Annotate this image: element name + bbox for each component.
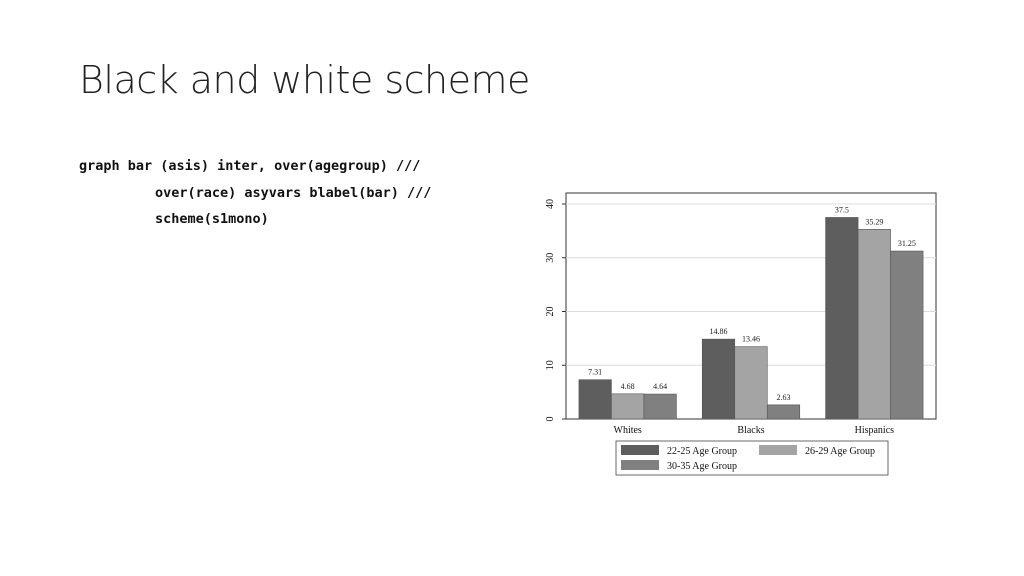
legend-label-3: 30-35 Age Group bbox=[667, 461, 737, 472]
y-tick-label: 0 bbox=[545, 417, 556, 422]
bar-value-label: 4.68 bbox=[621, 382, 635, 391]
code-block: graph bar (asis) inter, over(agegroup) /… bbox=[79, 153, 431, 233]
x-category-label: Blacks bbox=[737, 425, 764, 436]
code-line-2: over(race) asyvars blabel(bar) /// bbox=[155, 184, 432, 201]
y-tick-label: 20 bbox=[545, 307, 556, 317]
bar bbox=[643, 393, 677, 420]
bar-value-label: 14.86 bbox=[710, 327, 728, 336]
legend: 22-25 Age Group 26-29 Age Group 30-35 Ag… bbox=[615, 440, 889, 476]
legend-swatch-1 bbox=[621, 445, 659, 455]
x-axis: Whites Blacks Hispanics bbox=[614, 425, 895, 436]
bar-value-label: 13.46 bbox=[742, 335, 760, 344]
y-tick-label: 40 bbox=[545, 199, 556, 209]
legend-label-1: 22-25 Age Group bbox=[667, 446, 737, 457]
bar bbox=[825, 217, 859, 420]
bar-value-label: 2.63 bbox=[777, 393, 791, 402]
bar-value-label: 7.31 bbox=[588, 368, 602, 377]
bar-value-label: 37.5 bbox=[835, 205, 849, 214]
bar-value-label: 35.29 bbox=[865, 217, 883, 226]
legend-swatch-2 bbox=[759, 445, 797, 455]
bar bbox=[766, 404, 801, 420]
bar bbox=[701, 338, 736, 420]
value-labels: 7.31 4.68 4.64 14.86 13.46 2.63 37.5 35.29 31.25 bbox=[588, 205, 916, 401]
code-line-1: graph bar (asis) inter, over(agegroup) /… bbox=[79, 158, 421, 174]
bars bbox=[578, 217, 924, 420]
y-tick-label: 30 bbox=[545, 253, 556, 263]
bar bbox=[734, 346, 768, 420]
y-axis: 0 10 20 30 40 bbox=[545, 199, 566, 422]
bar bbox=[890, 250, 924, 420]
y-tick-label: 10 bbox=[545, 360, 556, 370]
legend-box bbox=[615, 440, 889, 476]
bar bbox=[611, 393, 645, 420]
code-line-3: scheme(s1mono) bbox=[155, 211, 269, 227]
bar bbox=[857, 229, 891, 420]
bar-chart: 0 10 20 30 40 7.31 4.68 4.64 14.86 13.46 2.63 37.5… bbox=[545, 192, 937, 476]
bar-value-label: 31.25 bbox=[898, 239, 916, 248]
x-category-label: Whites bbox=[614, 425, 642, 436]
bar-value-label: 4.64 bbox=[653, 382, 667, 391]
x-category-label: Hispanics bbox=[855, 425, 895, 436]
legend-swatch-3 bbox=[621, 460, 659, 470]
slide-title: Black and white scheme bbox=[79, 58, 530, 102]
legend-label-2: 26-29 Age Group bbox=[805, 446, 875, 457]
bar bbox=[578, 379, 612, 420]
